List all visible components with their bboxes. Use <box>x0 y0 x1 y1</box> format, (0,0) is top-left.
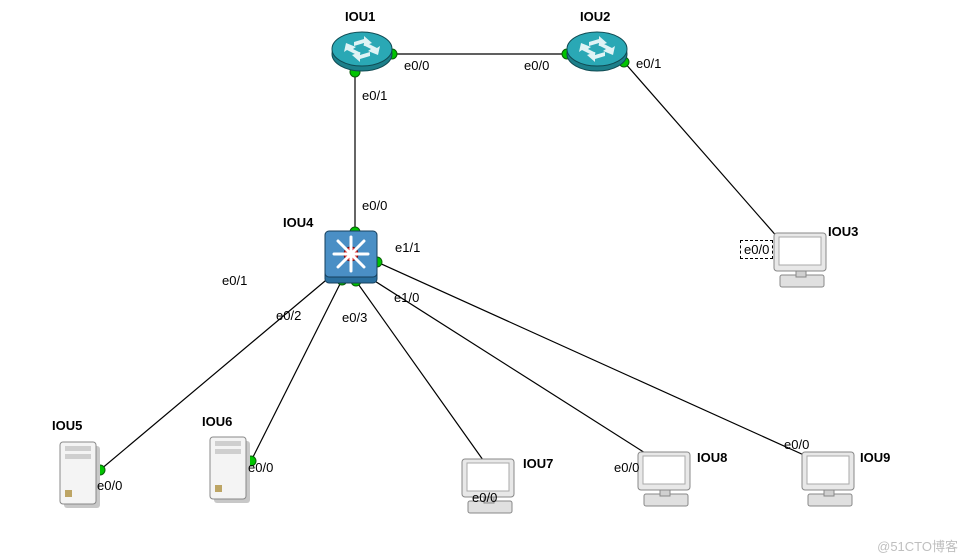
label-iou6: IOU6 <box>202 414 232 429</box>
port-label-7: e1/0 <box>394 290 419 305</box>
port-dots-layer <box>95 49 831 475</box>
port-label-8: e0/2 <box>276 308 301 323</box>
label-iou2: IOU2 <box>580 9 610 24</box>
port-label-4: e0/0 <box>362 198 387 213</box>
port-label-13: e0/0 <box>472 490 497 505</box>
port-label-5: e1/1 <box>395 240 420 255</box>
port-label-9: e0/3 <box>342 310 367 325</box>
port-label-11: e0/0 <box>97 478 122 493</box>
port-label-14: e0/0 <box>614 460 639 475</box>
label-iou5: IOU5 <box>52 418 82 433</box>
pc-iou9-icon <box>802 452 854 506</box>
label-iou1: IOU1 <box>345 9 375 24</box>
port-label-0: e0/0 <box>404 58 429 73</box>
pc-iou8-icon <box>638 452 690 506</box>
pc-iou3-icon <box>774 233 826 287</box>
switch-iou4-icon <box>325 231 377 283</box>
link-iou4-iou7 <box>356 281 488 467</box>
label-iou9: IOU9 <box>860 450 890 465</box>
label-iou3: IOU3 <box>828 224 858 239</box>
router-iou2-icon <box>567 32 627 71</box>
port-label-2: e0/1 <box>636 56 661 71</box>
label-iou4: IOU4 <box>283 215 313 230</box>
link-iou2-iou3 <box>624 62 786 247</box>
label-iou7: IOU7 <box>523 456 553 471</box>
label-iou8: IOU8 <box>697 450 727 465</box>
server-iou6-icon <box>210 437 250 503</box>
port-label-15: e0/0 <box>784 437 809 452</box>
port-label-10: e0/0 <box>740 240 773 259</box>
port-label-1: e0/0 <box>524 58 549 73</box>
server-iou5-icon <box>60 442 100 508</box>
router-iou1-icon <box>332 32 392 71</box>
watermark-text: @51CTO博客 <box>877 536 958 555</box>
topology-canvas <box>0 0 964 559</box>
port-label-3: e0/1 <box>362 88 387 103</box>
port-label-6: e0/1 <box>222 273 247 288</box>
port-label-12: e0/0 <box>248 460 273 475</box>
links-layer <box>100 54 826 470</box>
link-iou4-iou9 <box>377 262 826 465</box>
